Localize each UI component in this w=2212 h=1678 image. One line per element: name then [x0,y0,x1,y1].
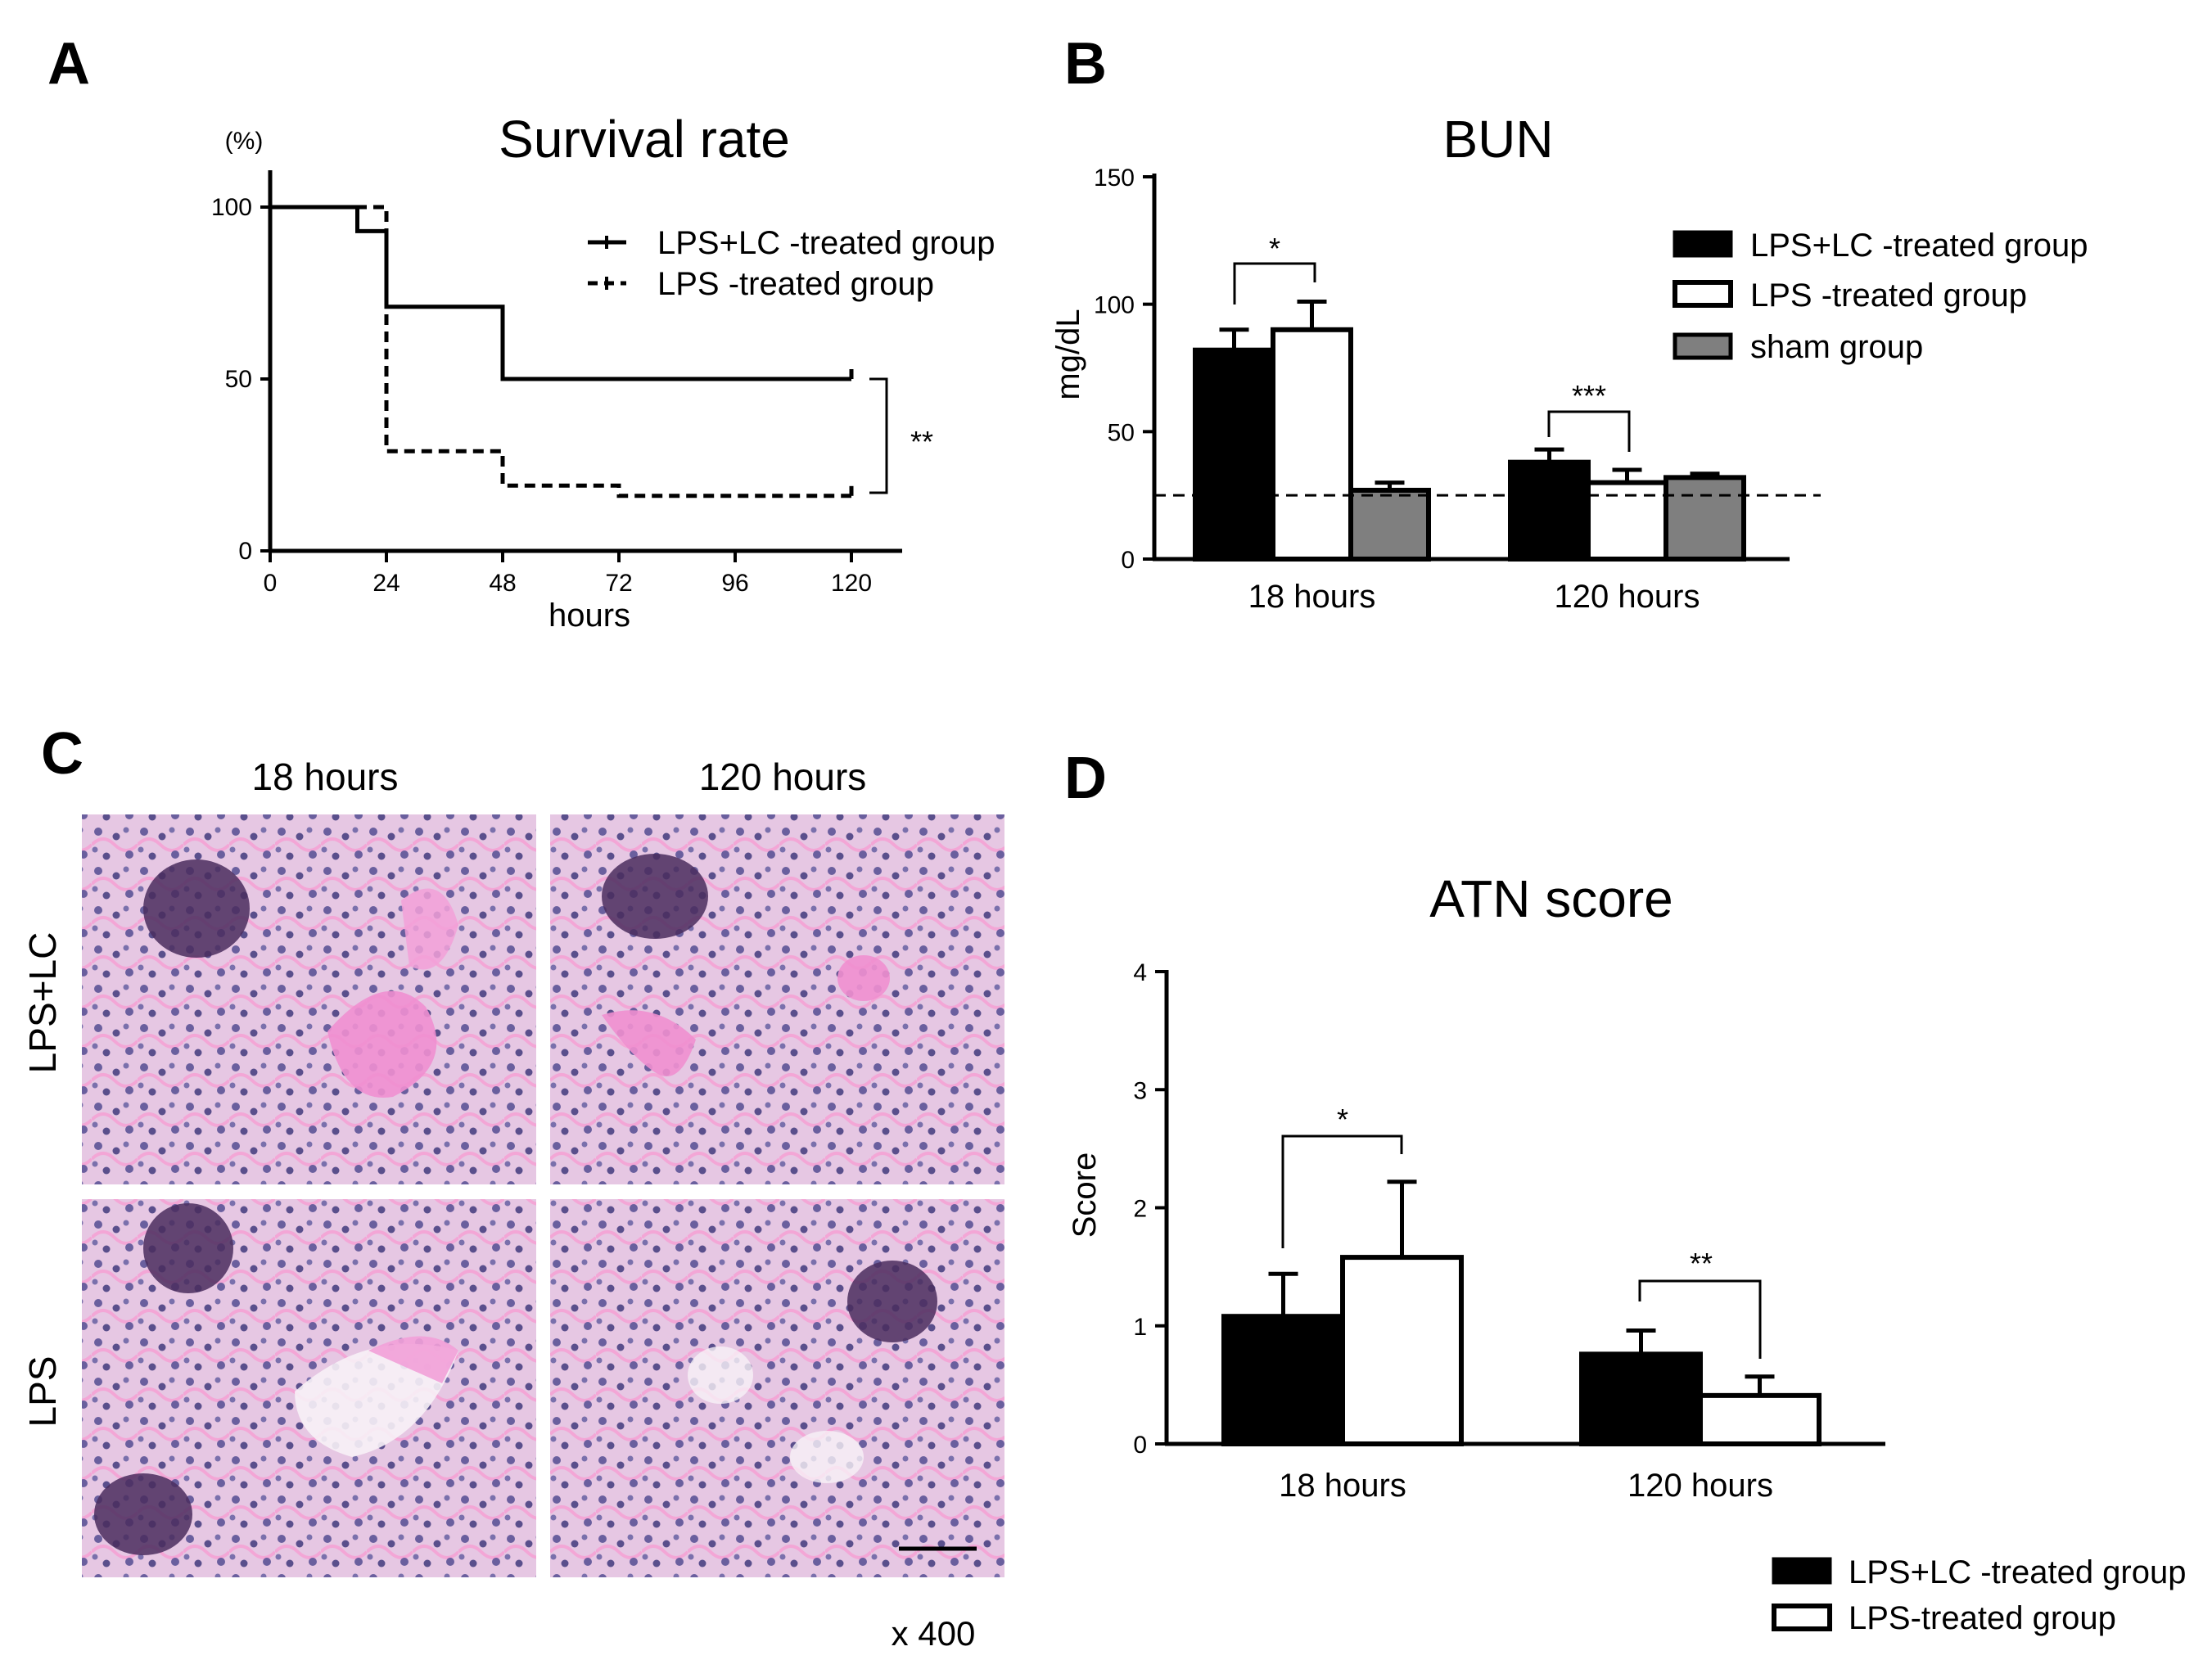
bun-significance-18h: * [1269,232,1280,265]
atn-legend-lps: LPS-treated group [1849,1600,2116,1636]
micrograph-lps-120h [550,1199,1004,1577]
bun-bracket-120h [1547,410,1631,452]
bun-bracket-18h [1233,262,1316,304]
atn-significance-120h: ** [1690,1247,1713,1280]
bun-legend-lps-swatch [1673,280,1733,308]
survival-y-tick-label: 100 [211,194,252,221]
panel-label-c: C [41,721,84,787]
micrograph-lps-lc-18h [82,814,536,1184]
bun-bar-1-1 [1586,480,1668,562]
micrograph-column-120h: 120 hours [699,756,867,798]
atn-bracket-18h [1281,1134,1403,1248]
panel-label-d: D [1064,746,1107,811]
atn-significance-18h: * [1337,1103,1348,1136]
bun-significance-120h: *** [1572,379,1606,413]
atn-category-label: 18 hours [1279,1468,1406,1504]
bun-chart-title: BUN [1442,110,1553,169]
bun-y-tick-label: 100 [1094,292,1135,319]
atn-chart-title: ATN score [1429,869,1673,928]
survival-y-axis-label: (%) [225,128,264,155]
survival-x-tick-label: 96 [721,570,748,597]
atn-y-tick-label: 1 [1133,1314,1147,1341]
bun-y-tick-label: 0 [1121,547,1135,574]
bun-legend-lps-lc: LPS+LC -treated group [1750,228,2088,264]
atn-legend-lps-lc: LPS+LC -treated group [1849,1554,2186,1590]
atn-y-tick-label: 3 [1133,1077,1147,1104]
bun-y-axis-label: mg/dL [1050,309,1086,399]
micrograph-panel: 18 hours 120 hours LPS+LC LPS [21,756,1004,1653]
bun-y-tick-label: 50 [1108,419,1135,446]
survival-x-axis-label: hours [548,598,630,634]
atn-y-tick-label: 0 [1133,1432,1147,1459]
atn-legend-lps-swatch [1772,1604,1832,1631]
bun-category-label: 18 hours [1248,579,1376,615]
atn-bar-1-1 [1698,1392,1822,1447]
atn-y-axis-label: Score [1067,1152,1103,1238]
bun-bar-0-0 [1193,347,1275,562]
atn-bar-0-1 [1340,1255,1464,1446]
atn-bracket-120h [1638,1279,1762,1359]
survival-x-tick-label: 120 [831,570,872,597]
bun-bar-1-0 [1508,459,1591,562]
survival-x-tick-label: 0 [264,570,278,597]
bun-legend-lps-lc-swatch [1673,230,1733,258]
bun-y-tick-label: 150 [1094,165,1135,192]
micrograph-column-18h: 18 hours [251,756,398,798]
survival-legend-lps: LPS -treated group [657,266,934,302]
survival-significance-bracket [869,377,888,494]
panel-label-a: A [47,31,90,97]
survival-chart-title: Survival rate [499,110,790,169]
atn-bar-1-0 [1579,1351,1703,1446]
survival-x-tick-label: 72 [605,570,632,597]
atn-y-tick-label: 4 [1133,959,1147,986]
survival-y-tick-label: 50 [225,366,252,393]
bun-bar-0-1 [1271,327,1353,562]
survival-legend-lps-lc: LPS+LC -treated group [657,225,995,261]
micrograph-row-lps: LPS [21,1356,64,1428]
panel-label-b: B [1064,31,1107,97]
survival-chart: Survival rate (%) hours 0 50 100 0 24 48 72 96… [211,110,995,634]
micrograph-row-lps-lc: LPS+LC [21,932,64,1074]
bun-bar-0-2 [1348,487,1431,562]
survival-significance-stars: ** [910,425,933,458]
survival-x-tick-label: 24 [372,570,400,597]
survival-y-tick-label: 0 [238,538,252,565]
atn-y-tick-label: 2 [1133,1196,1147,1223]
atn-legend-lps-lc-swatch [1772,1557,1832,1585]
magnification-label: x 400 [892,1614,976,1653]
atn-bar-0-0 [1221,1314,1345,1446]
atn-category-label: 120 hours [1627,1468,1773,1504]
bun-legend-lps: LPS -treated group [1750,277,2027,313]
micrograph-lps-lc-120h [550,814,1004,1184]
bun-bar-1-2 [1664,475,1746,562]
survival-line-lps [270,205,851,498]
bun-category-label: 120 hours [1555,579,1700,615]
bun-legend-sham: sham group [1750,329,1923,365]
bun-legend-sham-swatch [1673,332,1733,360]
survival-x-tick-label: 48 [489,570,516,597]
micrograph-lps-18h [82,1199,536,1577]
